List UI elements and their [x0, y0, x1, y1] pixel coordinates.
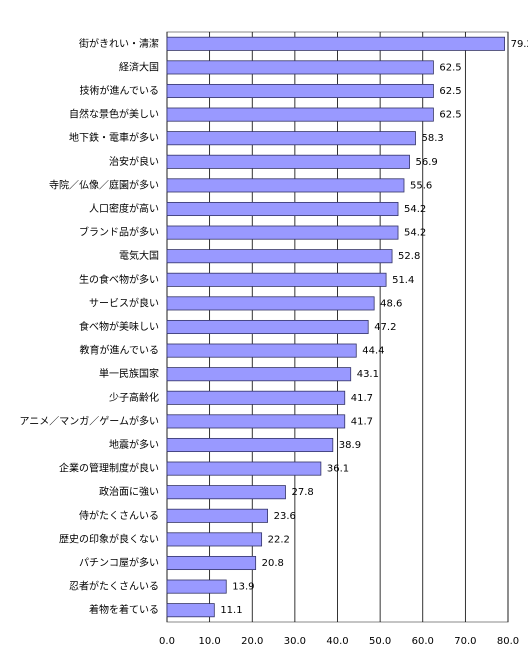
value-label: 62.5: [439, 62, 461, 73]
bar: [166, 532, 263, 547]
y-tick-label: 食べ物が美味しい: [79, 320, 159, 333]
value-label: 41.7: [351, 416, 373, 427]
value-label: 43.1: [357, 369, 379, 380]
value-label: 56.9: [416, 157, 438, 168]
y-tick-label: 街がきれい・清潔: [79, 37, 159, 50]
value-label: 58.3: [422, 133, 444, 144]
bar: [166, 461, 322, 476]
value-label: 51.4: [392, 275, 414, 286]
x-tick-label: 10.0: [198, 636, 220, 647]
value-label: 62.5: [439, 110, 461, 121]
x-tick-label: 40.0: [326, 636, 348, 647]
y-tick-label: 少子高齢化: [109, 391, 159, 404]
bar: [166, 319, 369, 335]
y-tick-label: 地下鉄・電車が多い: [69, 131, 159, 144]
x-tick-label: 20.0: [241, 636, 263, 647]
y-tick-label: 歴史の印象が良くない: [59, 532, 159, 545]
y-tick-label: 経済大国: [119, 60, 159, 73]
x-tick-label: 60.0: [412, 636, 434, 647]
value-label: 41.7: [351, 393, 373, 404]
value-label: 62.5: [439, 86, 461, 97]
bar: [166, 414, 346, 429]
x-tick-label: 0.0: [159, 636, 175, 647]
bar: [166, 508, 268, 523]
value-label: 27.8: [291, 487, 313, 498]
value-label: 23.6: [274, 511, 296, 522]
bar: [166, 367, 352, 382]
bar: [166, 107, 434, 122]
y-tick-label: 人口密度が高い: [89, 202, 159, 215]
y-tick-label: 教育が進んでいる: [80, 344, 160, 357]
y-tick-label: パチンコ屋が多い: [79, 556, 159, 569]
x-tick-label: 50.0: [369, 636, 391, 647]
y-tick-label: 政治面に強い: [99, 485, 159, 498]
value-label: 47.2: [374, 322, 396, 333]
y-tick-label: サービスが良い: [89, 296, 159, 309]
bar: [166, 60, 434, 75]
value-label: 44.4: [362, 346, 384, 357]
value-label: 13.9: [232, 582, 254, 593]
bar: [166, 36, 505, 51]
bar: [166, 131, 416, 146]
y-tick-label: 単一民族国家: [99, 367, 159, 380]
x-tick-label: 30.0: [284, 636, 306, 647]
value-label: 11.1: [220, 605, 242, 616]
y-tick-label: 着物を着ている: [89, 603, 159, 616]
bar: [166, 437, 334, 453]
y-tick-label: 治安が良い: [109, 155, 159, 168]
y-tick-label: 電気大国: [119, 249, 159, 262]
bar: [166, 201, 399, 217]
bar: [166, 249, 393, 264]
bar: [166, 83, 434, 99]
value-label: 38.9: [339, 440, 361, 451]
y-tick-label: 侍がたくさんいる: [79, 509, 159, 522]
x-tick-label: 80.0: [497, 636, 519, 647]
x-tick-label: 70.0: [454, 636, 476, 647]
y-tick-label: 地震が多い: [109, 438, 159, 451]
y-tick-label: アニメ／マンガ／ゲームが多い: [20, 414, 160, 427]
bar: [166, 178, 405, 193]
bar: [166, 579, 227, 594]
value-label: 36.1: [327, 464, 349, 475]
value-label: 54.2: [404, 228, 426, 239]
bar: [166, 555, 257, 571]
bar: [166, 272, 387, 287]
bar: [166, 485, 286, 500]
bar: [166, 154, 410, 169]
value-label: 54.2: [404, 204, 426, 215]
bar: [166, 390, 346, 405]
bar: [166, 296, 375, 311]
bar: [166, 225, 399, 240]
y-tick-label: ブランド品が多い: [79, 226, 159, 239]
value-label: 20.8: [262, 558, 284, 569]
value-label: 79.2: [511, 39, 528, 50]
y-tick-label: 忍者がたくさんいる: [69, 580, 159, 593]
value-label: 52.8: [398, 251, 420, 262]
y-tick-label: 技術が進んでいる: [80, 84, 160, 97]
y-tick-label: 企業の管理制度が良い: [59, 462, 159, 475]
y-tick-label: 生の食べ物が多い: [79, 273, 159, 286]
value-label: 55.6: [410, 180, 432, 191]
bar: [166, 343, 357, 358]
y-tick-label: 自然な景色が美しい: [69, 108, 159, 121]
value-label: 48.6: [380, 298, 402, 309]
y-tick-label: 寺院／仏像／庭園が多い: [49, 178, 159, 191]
bar: [166, 603, 215, 618]
value-label: 22.2: [268, 534, 290, 545]
